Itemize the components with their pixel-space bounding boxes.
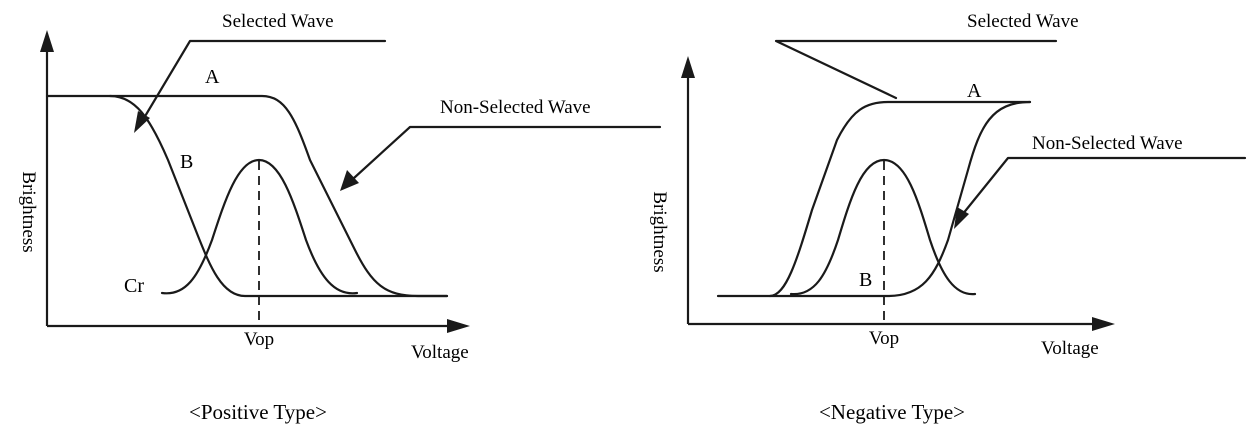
curve-label-b: B xyxy=(859,269,872,291)
x-axis-label: Voltage xyxy=(1041,338,1099,359)
non-selected-wave-label: Non-Selected Wave xyxy=(1032,133,1183,154)
y-axis-arrowhead xyxy=(681,56,695,78)
selected-wave-curve xyxy=(45,94,449,298)
non-selected-wave-callout-arrowhead xyxy=(954,207,969,229)
curve-label-a: A xyxy=(967,80,982,102)
non-selected-wave-callout-line xyxy=(352,125,662,180)
negative-type-panel: Selected Wave Non-Selected Wave A B Brig… xyxy=(649,11,1247,424)
bell-curve xyxy=(789,158,977,296)
curve-label-a: A xyxy=(205,66,220,88)
y-axis-arrowhead xyxy=(40,30,54,52)
y-axis-label: Brightness xyxy=(649,191,670,272)
y-axis-label: Brightness xyxy=(18,171,39,252)
selected-wave-label: Selected Wave xyxy=(967,11,1079,32)
x-tick-label-vop: Vop xyxy=(869,328,899,349)
x-axis-label: Voltage xyxy=(411,342,469,363)
selected-wave-callout-line xyxy=(774,39,1058,100)
curve-label-b: B xyxy=(180,151,193,173)
x-axis-arrowhead xyxy=(1092,317,1115,331)
panel-caption: <Negative Type> xyxy=(819,400,965,424)
selected-wave-curve xyxy=(716,100,1032,298)
cr-bell-curve xyxy=(160,158,359,295)
non-selected-wave-curve xyxy=(768,100,1032,298)
selected-wave-callout-arrowhead xyxy=(134,111,150,133)
non-selected-wave-curve xyxy=(108,94,449,298)
selected-wave-callout-line xyxy=(142,39,387,120)
x-tick-label-vop: Vop xyxy=(244,329,274,350)
non-selected-wave-callout-arrowhead xyxy=(340,170,359,191)
positive-type-panel: Selected Wave Non-Selected Wave A B Cr B… xyxy=(18,11,662,424)
curve-label-cr: Cr xyxy=(124,275,144,297)
non-selected-wave-label: Non-Selected Wave xyxy=(440,97,591,118)
non-selected-wave-callout-line xyxy=(960,156,1247,217)
selected-wave-label: Selected Wave xyxy=(222,11,334,32)
x-axis-arrowhead xyxy=(447,319,470,333)
panel-caption: <Positive Type> xyxy=(189,400,327,424)
